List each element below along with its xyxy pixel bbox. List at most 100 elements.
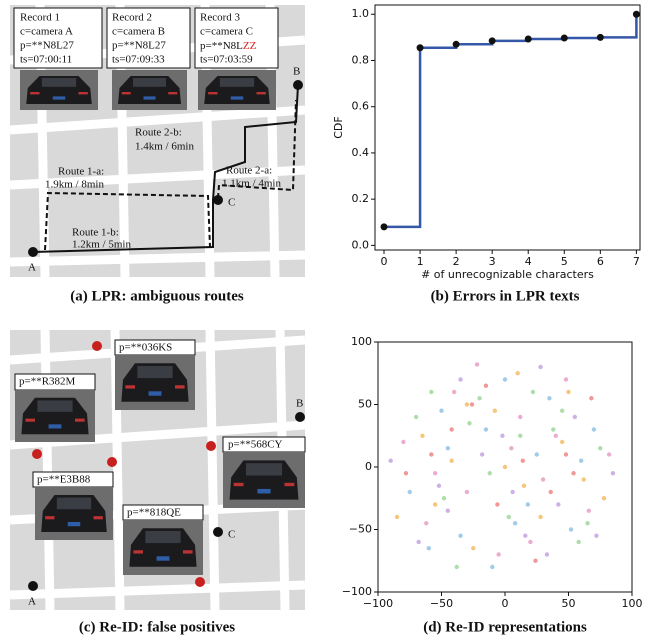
- car-light: [133, 550, 143, 554]
- point: [445, 446, 451, 451]
- point: [496, 552, 501, 557]
- point: [488, 37, 496, 45]
- point: [479, 452, 485, 457]
- x-tick-label: 3: [489, 255, 496, 268]
- car-photo: [115, 355, 195, 410]
- car-plate: [257, 488, 271, 494]
- point: [594, 533, 599, 538]
- point: [416, 44, 424, 52]
- route-name: Route 1-a:: [58, 166, 104, 178]
- point: [581, 477, 586, 482]
- car-photo: [223, 452, 305, 508]
- car-light: [175, 385, 185, 389]
- point: [483, 427, 489, 432]
- y-tick-label: 1.0: [352, 7, 370, 20]
- point: [515, 371, 520, 376]
- point: [596, 33, 604, 41]
- car-plate: [67, 521, 81, 527]
- x-tick-label: 50: [562, 597, 576, 610]
- point-label: A: [28, 262, 36, 274]
- y-tick-label: 50: [358, 398, 372, 411]
- point: [518, 433, 523, 438]
- route-detail: 1.4km / 6min: [135, 141, 194, 153]
- record-time: ts=07:09:33: [112, 54, 165, 66]
- plate-label: p=**036KS: [119, 342, 172, 354]
- point: [572, 414, 578, 420]
- plate-label: p=**568CY: [228, 439, 283, 451]
- point: [589, 396, 594, 401]
- point: [540, 477, 546, 482]
- point: [512, 521, 518, 526]
- point: [521, 483, 527, 488]
- y-tick-label: 0: [365, 460, 372, 473]
- point: [525, 502, 531, 507]
- point-label: B: [296, 398, 303, 410]
- point: [413, 414, 419, 420]
- y-tick-label: 0.2: [352, 192, 370, 205]
- point: [518, 414, 523, 420]
- point: [464, 489, 470, 495]
- car-light: [208, 92, 218, 95]
- point: [559, 439, 565, 445]
- plate-label: p=**818QE: [127, 507, 181, 519]
- route-name: Route 1-b:: [72, 227, 119, 239]
- point-label: C: [228, 529, 235, 541]
- car-window: [245, 463, 283, 476]
- point: [500, 433, 505, 438]
- point: [471, 546, 476, 551]
- x-tick-label: 2: [453, 255, 460, 268]
- point: [439, 408, 444, 413]
- point: [432, 502, 438, 507]
- point: [586, 508, 592, 513]
- point: [601, 496, 607, 501]
- point-label: A: [28, 596, 36, 608]
- point: [548, 489, 553, 495]
- y-tick-label: 0.8: [352, 53, 370, 66]
- point: [458, 533, 463, 538]
- route-detail: 1.2km / 5min: [72, 239, 131, 251]
- point: [495, 502, 500, 507]
- point: [407, 489, 412, 495]
- x-tick-label: 4: [525, 255, 532, 268]
- records-a: Record 1 c=camera A p=**N8L27 ts=07:00:1…: [13, 7, 279, 69]
- car-light: [45, 516, 55, 520]
- y-axis-label: CDF: [332, 116, 345, 138]
- car-plate: [143, 96, 156, 100]
- point: [591, 427, 597, 432]
- car-photo: [123, 520, 203, 575]
- point: [538, 514, 543, 520]
- point: [502, 464, 508, 470]
- x-tick-label: 6: [597, 255, 604, 268]
- car-light: [75, 418, 85, 422]
- point: [464, 402, 470, 407]
- point: [510, 489, 515, 495]
- point: [606, 452, 612, 457]
- point: [523, 533, 528, 538]
- caption: (b) Errors in LPR texts: [431, 288, 580, 304]
- point: [528, 539, 533, 545]
- point: [576, 539, 581, 545]
- point: [420, 433, 425, 438]
- point: [449, 458, 454, 463]
- record-title: Record 1: [20, 12, 60, 24]
- car-plate: [156, 556, 170, 561]
- point-label: C: [228, 197, 235, 209]
- route-name: Route 2-a:: [226, 165, 272, 177]
- point: [598, 446, 603, 451]
- car-plate: [52, 96, 66, 100]
- point: [452, 40, 460, 48]
- x-tick-label: 7: [633, 255, 640, 268]
- point: [388, 458, 393, 463]
- point: [458, 377, 463, 382]
- x-tick-label: 1: [417, 255, 424, 268]
- x-tick-label: 0: [381, 255, 388, 268]
- point: [530, 389, 536, 395]
- y-tick-label: 0.0: [352, 238, 370, 251]
- car-light: [256, 92, 266, 95]
- route-labels: Route 1-a: 1.9km / 8min Route 1-b: 1.2km…: [28, 66, 300, 274]
- x-tick-label: −100: [363, 597, 393, 610]
- route-detail: 1.9km / 8min: [45, 179, 104, 191]
- point-label: B: [293, 66, 300, 78]
- car-plate: [48, 424, 62, 429]
